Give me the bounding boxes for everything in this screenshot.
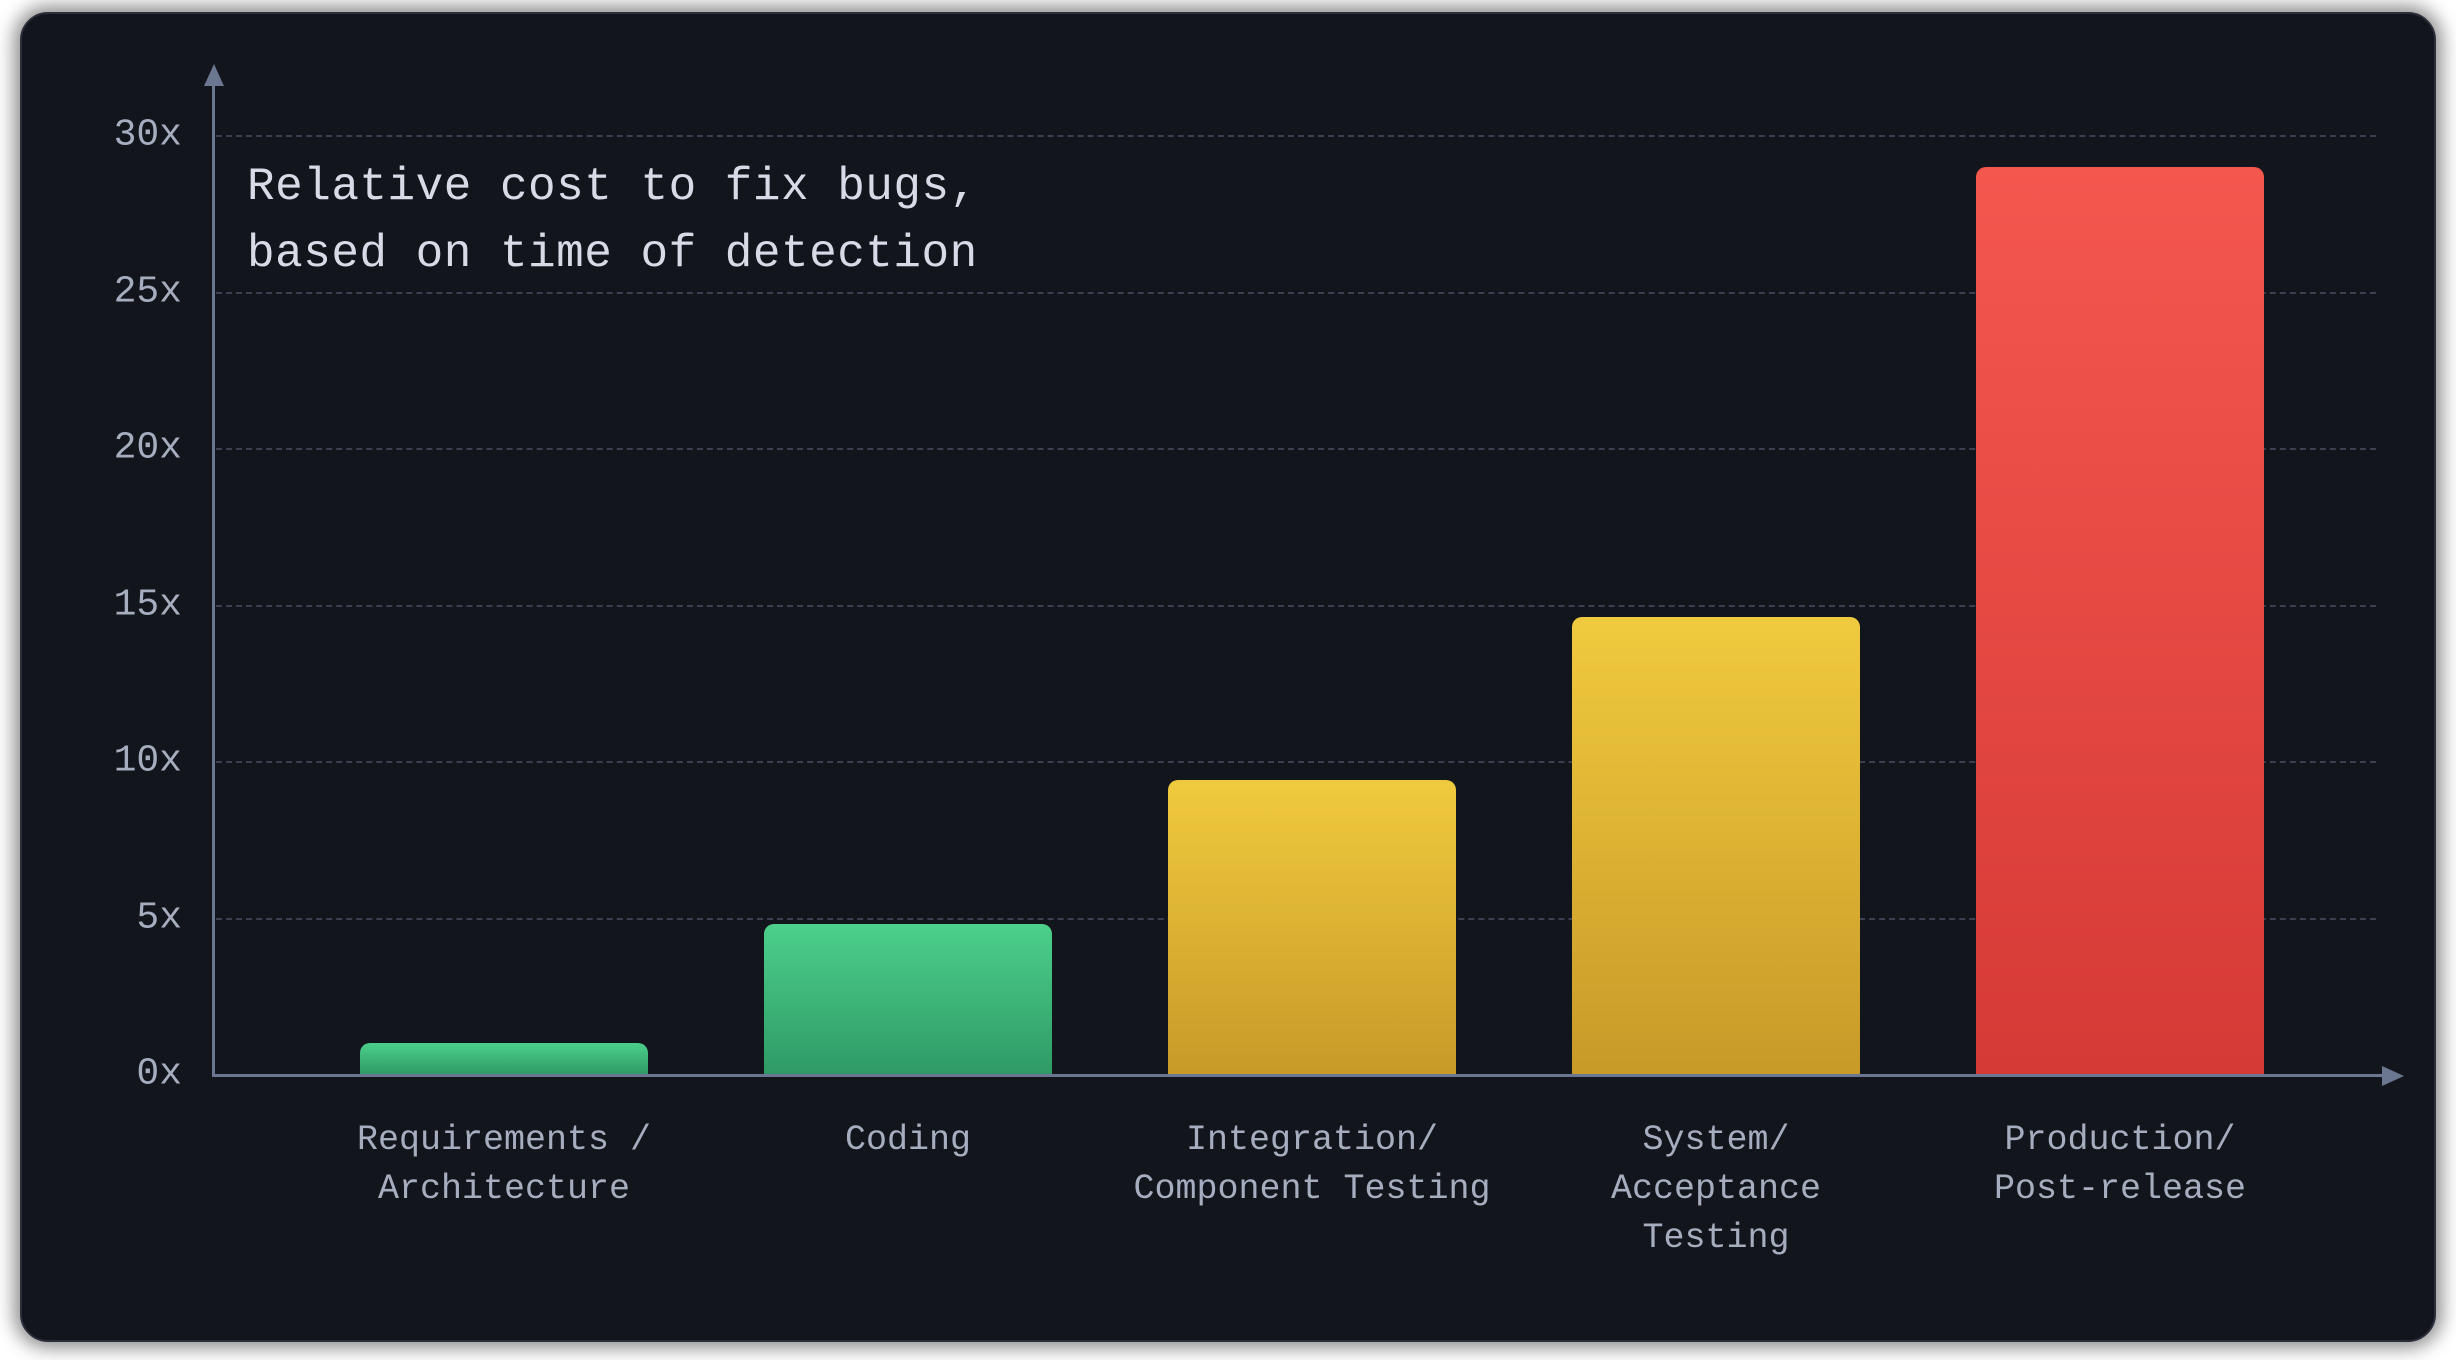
bar [1168,780,1456,1074]
y-tick-label: 15x [72,583,182,626]
y-tick-label: 10x [72,740,182,783]
y-tick-label: 30x [72,114,182,157]
chart-card: Relative cost to fix bugs, based on time… [20,12,2436,1342]
y-tick-label: 20x [72,427,182,470]
bar [360,1043,648,1074]
x-tick-label: Integration/ Component Testing [1095,1116,1529,1214]
x-tick-label: Production/ Post-release [1903,1116,2337,1214]
x-tick-label: Requirements / Architecture [287,1116,721,1214]
y-tick-label: 25x [72,270,182,313]
x-tick-label: System/ Acceptance Testing [1499,1116,1933,1263]
y-axis-arrow-icon [204,64,224,86]
plot-area: 0x5x10x15x20x25x30xRequirements / Archit… [212,104,2392,1334]
bar [1572,617,1860,1074]
y-tick-label: 5x [72,896,182,939]
x-tick-label: Coding [691,1116,1125,1165]
bar [764,924,1052,1074]
y-tick-label: 0x [72,1053,182,1096]
y-axis [212,84,215,1074]
x-axis-arrow-icon [2382,1066,2404,1086]
x-axis [212,1074,2384,1077]
gridline [216,135,2376,137]
bar [1976,167,2264,1074]
